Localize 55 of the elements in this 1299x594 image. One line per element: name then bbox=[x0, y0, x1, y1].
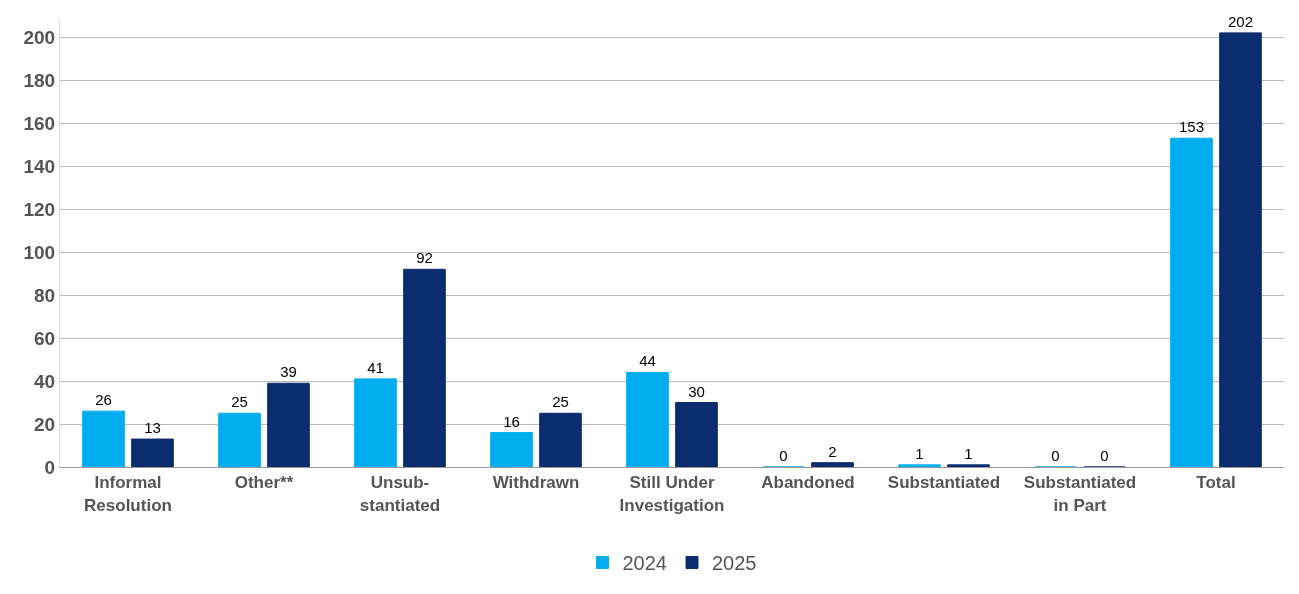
data-label: 13 bbox=[144, 419, 161, 437]
data-label: 39 bbox=[280, 363, 297, 381]
data-label: 30 bbox=[688, 382, 705, 400]
y-tick-label: 200 bbox=[23, 26, 56, 48]
y-tick-label: 20 bbox=[34, 413, 56, 435]
x-tick-label: Still Under Investigation bbox=[619, 473, 725, 515]
data-label: 41 bbox=[367, 358, 384, 376]
bar bbox=[675, 402, 718, 467]
data-label: 1 bbox=[964, 444, 973, 462]
bar bbox=[898, 464, 941, 467]
bar bbox=[218, 412, 261, 467]
bar bbox=[131, 438, 174, 467]
bar bbox=[354, 378, 397, 467]
y-tick-label: 180 bbox=[23, 69, 56, 91]
bar bbox=[403, 268, 446, 467]
data-label: 202 bbox=[1227, 12, 1253, 30]
data-label: 25 bbox=[231, 393, 248, 411]
x-tick-label: Substantiated in Part bbox=[1023, 473, 1137, 515]
x-tick-label: Unsub- stantiated bbox=[359, 473, 441, 515]
bar bbox=[1170, 137, 1213, 467]
x-tick-label: Withdrawn bbox=[492, 473, 580, 493]
data-label: 1 bbox=[915, 444, 924, 462]
bar bbox=[539, 412, 582, 467]
bar bbox=[82, 410, 125, 467]
x-tick-label: Other** bbox=[234, 473, 294, 493]
y-tick-label: 60 bbox=[34, 327, 56, 349]
data-label: 92 bbox=[416, 249, 433, 267]
y-tick-label: 40 bbox=[34, 370, 56, 392]
bar bbox=[626, 371, 669, 467]
bar bbox=[811, 462, 854, 467]
bar bbox=[947, 464, 990, 467]
y-tick-label: 120 bbox=[23, 198, 56, 220]
x-tick-label: Total bbox=[1196, 473, 1236, 493]
x-tick-label: Informal Resolution bbox=[84, 473, 172, 515]
bar bbox=[490, 432, 533, 467]
data-label: 0 bbox=[1051, 447, 1060, 464]
y-tick-label: 100 bbox=[23, 241, 56, 263]
data-label: 0 bbox=[779, 447, 788, 464]
x-tick-label: Substantiated bbox=[887, 473, 1001, 493]
data-label: 44 bbox=[639, 352, 656, 370]
data-label: 26 bbox=[95, 391, 112, 409]
bar bbox=[1219, 32, 1262, 467]
data-label: 0 bbox=[1100, 447, 1109, 464]
legend-label: 2024 bbox=[622, 552, 667, 575]
y-tick-label: 0 bbox=[44, 456, 56, 478]
y-tick-label: 160 bbox=[23, 112, 56, 134]
y-tick-label: 140 bbox=[23, 155, 56, 177]
y-tick-label: 80 bbox=[34, 284, 56, 306]
bar bbox=[267, 382, 310, 467]
x-tick-label: Abandoned bbox=[761, 473, 855, 493]
data-label: 2 bbox=[828, 442, 837, 460]
data-label: 153 bbox=[1179, 118, 1205, 136]
legend-label: 2025 bbox=[712, 552, 757, 575]
data-label: 25 bbox=[552, 393, 569, 411]
data-label: 16 bbox=[503, 412, 520, 430]
